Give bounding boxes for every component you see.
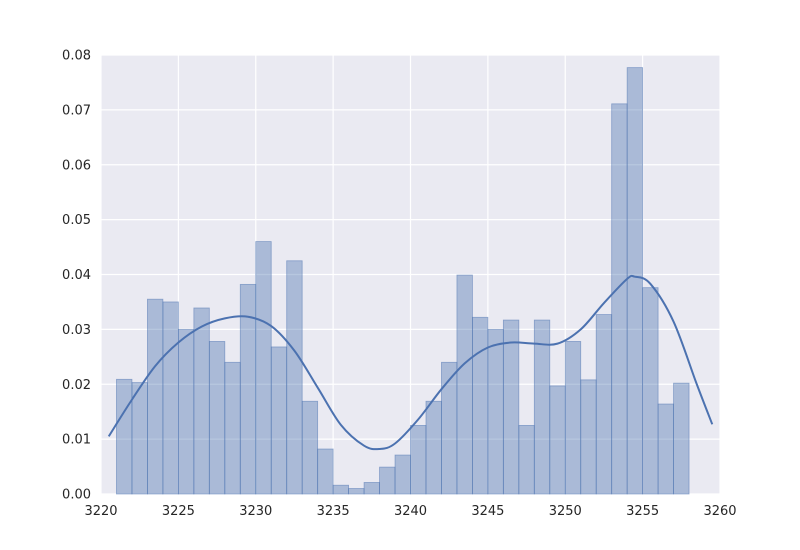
histogram-bar (657, 403, 674, 495)
histogram-bar (642, 287, 659, 495)
histogram-bar (564, 341, 582, 495)
histogram-bar (580, 379, 597, 495)
histogram-bars (116, 67, 690, 495)
y-tick-label: 0.08 (62, 49, 91, 64)
histogram-bar (611, 103, 628, 495)
x-tick-label: 3230 (239, 504, 272, 519)
histogram-bar (441, 361, 458, 495)
y-tick-label: 0.03 (62, 323, 91, 338)
histogram-bar (162, 301, 179, 495)
histogram-bar (208, 341, 226, 495)
x-tick-label: 3225 (162, 504, 195, 519)
histogram-bar (471, 316, 489, 495)
histogram-bar (626, 67, 644, 495)
histogram-bar (116, 378, 133, 495)
histogram-bar (502, 319, 520, 495)
histogram-bar (410, 425, 427, 495)
histogram-bar (394, 454, 411, 495)
histogram-bar (177, 328, 195, 495)
histogram-bar (456, 274, 473, 495)
y-tick-label: 0.01 (62, 433, 91, 448)
x-tick-label: 3250 (549, 504, 582, 519)
histogram-bar (518, 425, 535, 495)
histogram-bar (363, 482, 380, 495)
y-tick-label: 0.05 (62, 213, 91, 228)
x-tick-label: 3220 (84, 504, 117, 519)
kde-curve (107, 274, 714, 451)
histogram-bar (255, 241, 272, 495)
histogram-bar (533, 319, 551, 495)
histogram-bar (147, 298, 164, 495)
histogram-bar (270, 346, 288, 495)
y-tick-label: 0.00 (62, 488, 91, 503)
histogram-bar (224, 361, 241, 495)
histogram-bar (131, 382, 148, 495)
histogram-bar (193, 307, 210, 495)
y-tick-label: 0.02 (62, 378, 91, 393)
y-tick-label: 0.04 (62, 268, 91, 283)
x-tick-label: 3260 (703, 504, 736, 519)
histogram-bar (379, 466, 396, 495)
x-tick-label: 3240 (394, 504, 427, 519)
histogram-bar (332, 484, 350, 495)
histogram-bar (673, 382, 690, 495)
x-tick-label: 3255 (626, 504, 659, 519)
histogram-bar (348, 488, 365, 495)
histogram-bar (595, 314, 613, 495)
y-tick-label: 0.06 (62, 158, 91, 173)
histogram-bar (549, 385, 566, 495)
x-axis-tick-labels: 3220 3225 3230 3235 3240 3245 3250 3255 3260 (84, 504, 736, 519)
histogram-bar (317, 448, 334, 495)
y-tick-label: 0.07 (62, 103, 91, 118)
x-tick-label: 3245 (471, 504, 504, 519)
y-axis-tick-labels: 0.00 0.01 0.02 0.03 0.04 0.05 0.06 0.07 0.08 (62, 49, 91, 503)
histogram-bar (425, 400, 442, 495)
histogram-bar (301, 400, 319, 495)
x-tick-label: 3235 (317, 504, 350, 519)
histogram-bar (487, 328, 504, 495)
histogram-bar (286, 260, 303, 495)
